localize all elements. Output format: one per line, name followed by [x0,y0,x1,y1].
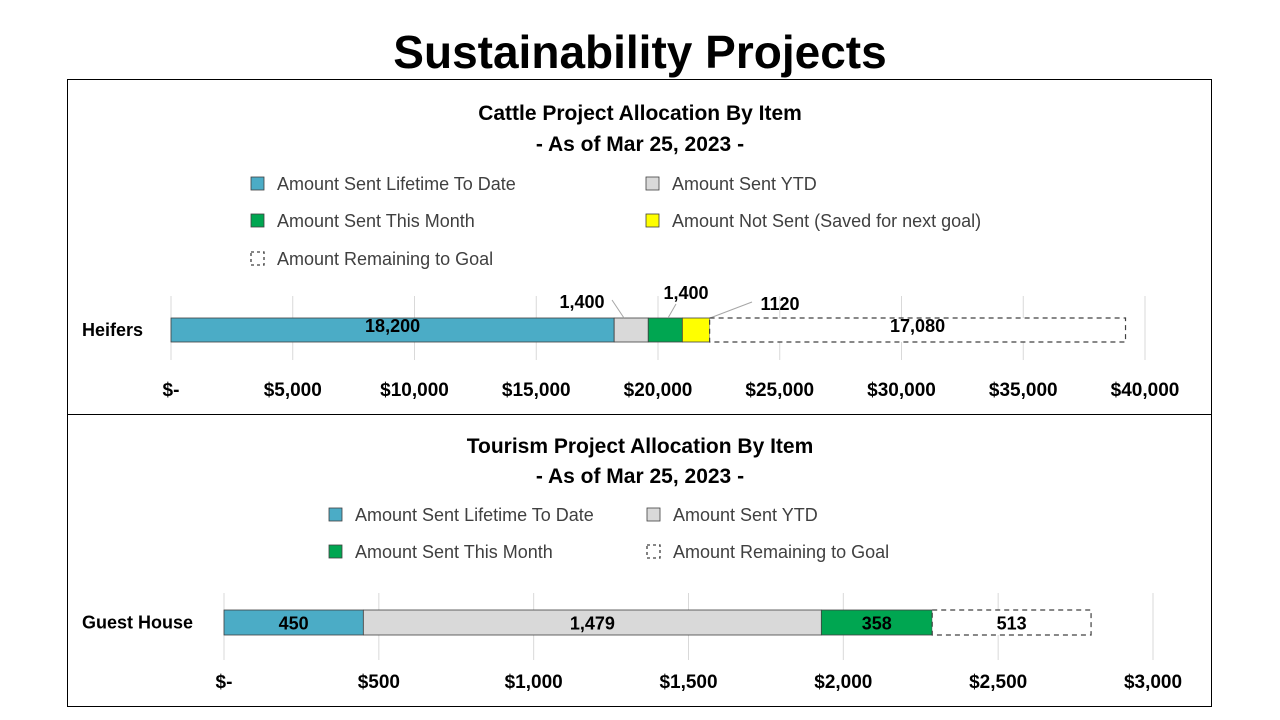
cattle-x-tick-label: $10,000 [380,380,449,401]
tourism-x-tick-label: $1,500 [659,672,717,693]
tourism-data-label-lifetime: 450 [279,614,309,634]
tourism-data-label-ytd: 1,479 [570,614,615,634]
cattle-chart-svg: Cattle Project Allocation By Item - As of… [82,102,1180,401]
tourism-chart-title: Tourism Project Allocation By Item [467,435,814,458]
cattle-bar-segment-ytd [613,317,649,343]
cattle-bar-segment-not_sent [681,317,711,343]
cattle-legend-label-remaining: Amount Remaining to Goal [277,249,493,269]
tourism-chart-subtitle: - As of Mar 25, 2023 - [536,465,744,488]
cattle-data-label-month: 1,400 [663,283,708,303]
tourism-data-label-month: 358 [862,614,892,634]
cattle-data-label-leader-month [667,303,677,319]
cattle-legend-swatch-not_sent [645,213,660,228]
cattle-x-tick-label: $35,000 [989,380,1058,401]
cattle-chart-title: Cattle Project Allocation By Item [478,102,802,125]
tourism-legend-swatch-month [328,544,343,559]
cattle-x-tick-label: $20,000 [624,380,693,401]
cattle-legend-swatch-lifetime [250,176,265,191]
cattle-bar-segment-month [647,317,683,343]
tourism-legend-label-remaining: Amount Remaining to Goal [673,542,889,562]
cattle-category-label: Heifers [82,320,143,340]
tourism-legend-swatch-lifetime [328,507,343,522]
tourism-x-tick-label: $2,500 [969,672,1027,693]
tourism-x-tick-label: $500 [358,672,400,693]
cattle-legend-label-ytd: Amount Sent YTD [672,174,817,194]
tourism-data-label-remaining: 513 [997,614,1027,634]
cattle-x-tick-label: $25,000 [745,380,814,401]
cattle-data-label-ytd: 1,400 [559,292,604,312]
cattle-x-tick-label: $5,000 [264,380,322,401]
cattle-x-tick-label: $40,000 [1111,380,1180,401]
tourism-x-tick-label: $1,000 [505,672,563,693]
cattle-legend-swatch-remaining [250,251,265,266]
cattle-legend-label-month: Amount Sent This Month [277,211,475,231]
cattle-x-tick-label: $15,000 [502,380,571,401]
tourism-legend-label-lifetime: Amount Sent Lifetime To Date [355,505,594,525]
cattle-legend-swatch-month [250,213,265,228]
page-title: Sustainability Projects [393,26,887,78]
cattle-data-label-not_sent: 1120 [760,294,799,314]
tourism-chart-panel: Tourism Project Allocation By Item - As o… [67,414,1212,707]
cattle-data-label-remaining: 17,080 [890,316,945,336]
cattle-data-label-leader-ytd [611,299,625,319]
cattle-x-tick-label: $- [163,380,180,401]
cattle-chart-subtitle: - As of Mar 25, 2023 - [536,133,744,156]
cattle-data-label-lifetime: 18,200 [365,316,420,336]
tourism-x-tick-label: $3,000 [1124,672,1182,693]
tourism-x-tick-label: $2,000 [814,672,872,693]
cattle-legend-swatch-ytd [645,176,660,191]
tourism-category-label: Guest House [82,613,193,633]
tourism-legend-label-ytd: Amount Sent YTD [673,505,818,525]
cattle-x-tick-label: $30,000 [867,380,936,401]
tourism-bar-segment-lifetime [223,609,364,636]
cattle-bar-segment-remaining [709,317,1127,343]
cattle-legend-label-not_sent: Amount Not Sent (Saved for next goal) [672,211,981,231]
cattle-legend-label-lifetime: Amount Sent Lifetime To Date [277,174,516,194]
cattle-chart-panel: Cattle Project Allocation By Item - As of… [67,79,1212,415]
tourism-legend-swatch-ytd [646,507,661,522]
cattle-data-label-leader-not_sent [709,301,753,319]
tourism-bar-segment-ytd [362,609,822,636]
tourism-legend-swatch-remaining [646,544,661,559]
tourism-x-tick-label: $- [216,672,233,693]
tourism-chart-svg: Tourism Project Allocation By Item - As o… [82,435,1182,693]
tourism-legend-label-month: Amount Sent This Month [355,542,553,562]
tourism-bar-segment-remaining [931,609,1092,636]
